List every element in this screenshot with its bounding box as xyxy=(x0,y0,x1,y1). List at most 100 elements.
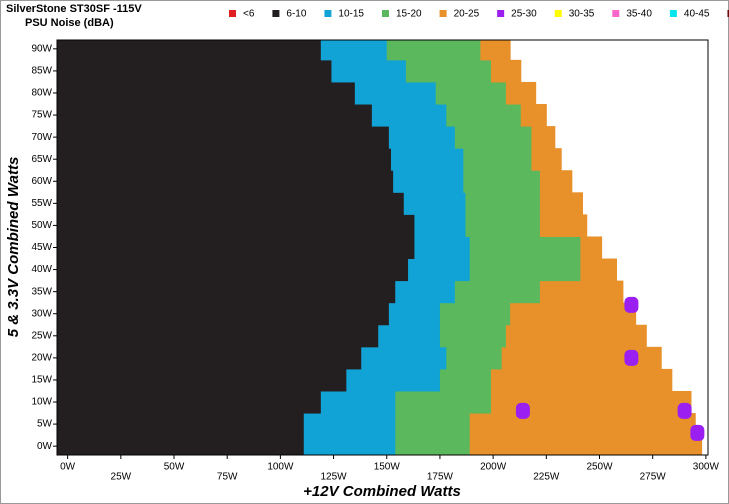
x-tick-label: 100W xyxy=(267,462,294,473)
region xyxy=(463,170,541,193)
y-tick-label: 20W xyxy=(31,353,52,364)
x-tick-label: 150W xyxy=(374,462,401,473)
region xyxy=(57,346,362,370)
x-axis-title: +12V Combined Watts xyxy=(303,483,461,500)
region xyxy=(469,258,581,282)
legend-swatch xyxy=(272,10,280,17)
region xyxy=(303,435,396,455)
region xyxy=(501,346,662,370)
region xyxy=(491,390,692,414)
x-tick-label: 125W xyxy=(321,472,348,483)
x-tick-label: 250W xyxy=(586,462,613,473)
region xyxy=(391,148,464,171)
region xyxy=(331,59,407,83)
region xyxy=(539,192,583,215)
region xyxy=(57,324,379,348)
region xyxy=(491,368,673,392)
chart-subtitle: PSU Noise (dBA) xyxy=(25,17,114,29)
region xyxy=(395,413,471,436)
x-tick-label: 300W xyxy=(693,462,720,473)
region xyxy=(480,40,511,61)
y-tick-label: 80W xyxy=(31,88,52,99)
region xyxy=(505,324,647,348)
region xyxy=(57,236,415,260)
x-tick-label: 175W xyxy=(427,472,454,483)
y-axis-title: 5 & 3.3V Combined Watts xyxy=(5,157,22,338)
region xyxy=(439,302,511,326)
region xyxy=(510,302,637,326)
region xyxy=(57,368,347,392)
legend-label: 30-35 xyxy=(569,9,595,20)
region xyxy=(439,368,492,392)
region xyxy=(388,126,456,149)
region xyxy=(378,324,441,348)
legend-label: 20-25 xyxy=(454,9,480,20)
region xyxy=(531,126,556,149)
region xyxy=(539,280,624,304)
region xyxy=(505,81,537,105)
region xyxy=(57,214,415,237)
region xyxy=(57,413,305,436)
y-tick-label: 90W xyxy=(31,43,52,54)
legend-swatch xyxy=(439,10,447,17)
y-tick-label: 5W xyxy=(37,419,53,430)
region xyxy=(465,192,541,215)
region xyxy=(388,302,441,326)
region xyxy=(414,236,471,260)
legend-swatch xyxy=(612,10,620,17)
region xyxy=(454,126,532,149)
region xyxy=(320,390,396,414)
legend-swatch xyxy=(324,10,332,17)
y-tick-label: 15W xyxy=(31,375,52,386)
y-tick-label: 25W xyxy=(31,330,52,341)
region xyxy=(57,192,405,215)
region xyxy=(454,280,541,304)
point-blob xyxy=(677,402,692,419)
region xyxy=(57,170,394,193)
region xyxy=(386,40,481,61)
plot-area xyxy=(57,40,705,455)
region xyxy=(539,170,573,193)
region xyxy=(57,148,392,171)
region xyxy=(414,214,466,237)
legend-label: 40-45 xyxy=(684,9,710,20)
region xyxy=(320,40,388,61)
legend-label: <6 xyxy=(243,9,255,20)
y-tick-label: 60W xyxy=(31,176,52,187)
point-blob xyxy=(624,296,639,313)
point-blob xyxy=(690,424,705,441)
region xyxy=(57,81,356,105)
y-tick-label: 85W xyxy=(31,66,52,77)
y-tick-label: 35W xyxy=(31,286,52,297)
region xyxy=(403,192,466,215)
region xyxy=(57,302,390,326)
legend-swatch xyxy=(727,10,729,17)
legend-label: 6-10 xyxy=(286,9,306,20)
point-blob xyxy=(624,349,639,366)
region xyxy=(57,104,373,127)
region xyxy=(57,390,322,414)
x-tick-label: 0W xyxy=(60,462,76,473)
region xyxy=(520,104,547,127)
region xyxy=(439,324,507,348)
y-tick-label: 10W xyxy=(31,397,52,408)
legend-label: 35-40 xyxy=(626,9,652,20)
region xyxy=(393,170,464,193)
region xyxy=(57,40,322,61)
legend-swatch xyxy=(497,10,505,17)
region xyxy=(469,435,703,455)
y-tick-label: 40W xyxy=(31,264,52,275)
region xyxy=(395,280,456,304)
region xyxy=(57,126,390,149)
chart-title: SilverStone ST30SF -115V xyxy=(6,3,142,15)
region xyxy=(57,59,332,83)
region xyxy=(346,368,441,392)
y-tick-label: 65W xyxy=(31,154,52,165)
region xyxy=(57,258,409,282)
region xyxy=(446,346,503,370)
region xyxy=(465,214,541,237)
region xyxy=(580,236,603,260)
region xyxy=(539,214,588,237)
legend-swatch xyxy=(554,10,562,17)
